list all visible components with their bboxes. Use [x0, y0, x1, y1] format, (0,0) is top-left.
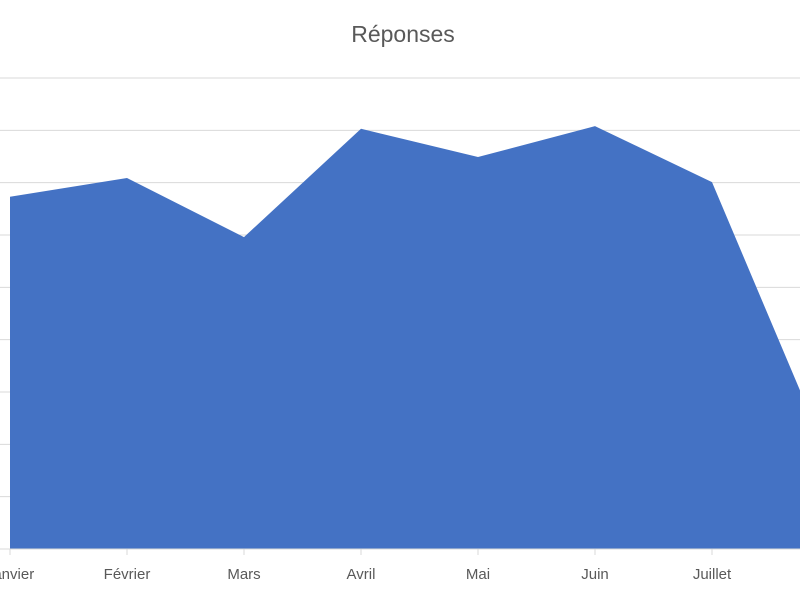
x-tick-label: Juin [581, 566, 609, 583]
x-tick-label: Janvier [0, 566, 34, 583]
x-tick-label: Mars [227, 566, 260, 583]
area [10, 126, 800, 549]
x-tick-label: Février [104, 566, 151, 583]
x-tick-label: Mai [466, 566, 490, 583]
chart-title: Réponses [351, 21, 455, 47]
x-tick-label: Avril [347, 566, 376, 583]
x-tick-label: Juillet [693, 566, 732, 583]
